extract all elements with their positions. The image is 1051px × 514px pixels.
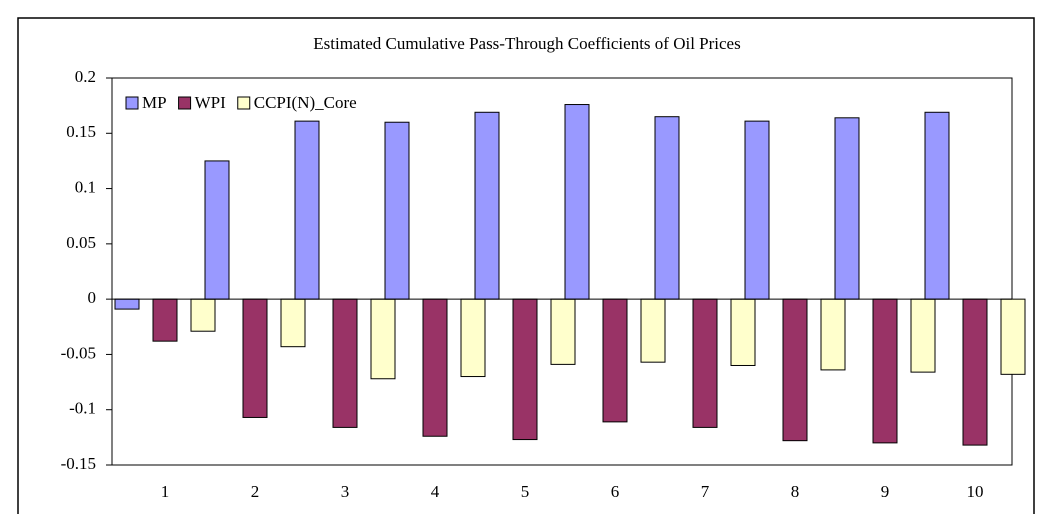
legend-label: CCPI(N)_Core: [254, 93, 357, 112]
bar: [782, 298, 808, 442]
legend-label: WPI: [195, 93, 227, 112]
bar: [924, 111, 950, 300]
bar: [564, 104, 590, 300]
x-tick-label: 4: [431, 482, 440, 501]
bar: [730, 298, 756, 366]
bar: [640, 298, 666, 363]
legend-label: MP: [142, 93, 167, 112]
y-tick-label: 0.05: [66, 233, 96, 252]
bar: [242, 298, 268, 418]
x-tick-label: 1: [161, 482, 170, 501]
x-tick-label: 9: [881, 482, 890, 501]
bar: [834, 117, 860, 300]
bar: [384, 121, 410, 300]
bar: [654, 116, 680, 300]
y-tick-label: 0: [88, 288, 97, 307]
bar: [872, 298, 898, 444]
y-tick-label: -0.1: [69, 399, 96, 418]
bar: [962, 298, 988, 446]
y-tick-label: -0.05: [61, 343, 96, 362]
y-tick-label: -0.15: [61, 454, 96, 473]
legend-swatch: [237, 96, 251, 110]
bar: [190, 298, 216, 332]
bar: [280, 298, 306, 348]
plot-area: [111, 77, 1013, 466]
bar: [602, 298, 628, 423]
bar: [820, 298, 846, 371]
bar: [152, 298, 178, 342]
bar: [474, 111, 500, 300]
legend-swatch: [125, 96, 139, 110]
y-tick-label: 0.15: [66, 122, 96, 141]
bar: [332, 298, 358, 428]
bar: [370, 298, 396, 380]
x-tick-label: 10: [967, 482, 984, 501]
bar: [744, 120, 770, 300]
bar: [204, 160, 230, 300]
x-tick-label: 8: [791, 482, 800, 501]
x-tick-label: 2: [251, 482, 260, 501]
bar: [1000, 298, 1026, 375]
chart-title: Estimated Cumulative Pass-Through Coeffi…: [313, 34, 740, 53]
bar: [460, 298, 486, 378]
y-tick-label: 0.1: [75, 177, 96, 196]
y-tick-label: 0.2: [75, 67, 96, 86]
legend-swatch: [178, 96, 192, 110]
x-tick-label: 6: [611, 482, 620, 501]
bar: [294, 120, 320, 300]
x-tick-label: 7: [701, 482, 710, 501]
x-tick-label: 3: [341, 482, 350, 501]
x-tick-label: 5: [521, 482, 530, 501]
bar: [692, 298, 718, 428]
bar: [114, 298, 140, 310]
bar: [910, 298, 936, 373]
bar: [422, 298, 448, 437]
bar: [512, 298, 538, 441]
bar: [550, 298, 576, 365]
